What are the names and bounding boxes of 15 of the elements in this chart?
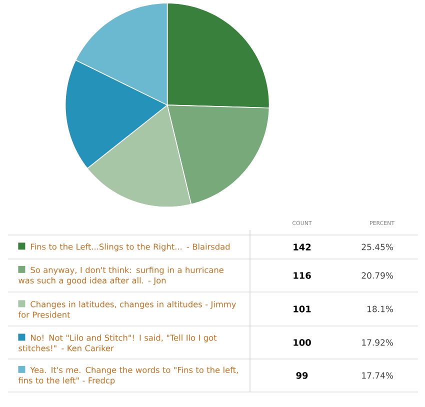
text: 142 — [294, 244, 311, 250]
data-label: 18.1% — [368, 306, 394, 312]
data-label: 20.79% — [362, 272, 394, 279]
text: 99 — [296, 372, 308, 379]
data-label: 25.45% — [362, 244, 394, 250]
text: 116 — [294, 272, 311, 279]
data-label: 17.92% — [362, 339, 394, 346]
legend-label: Changes in latitudes, changes in altitudes - Jimmy for President — [18, 301, 236, 318]
data-label: 17.74% — [362, 372, 394, 379]
legend-label: No! Not "Lilo and Stitch"! I said, "Tell Ilo I got stitches!" - Ken Cariker — [18, 334, 217, 352]
legend-label: So anyway, I don't think: surfing in a hurricane was such a good idea after all. - Jon — [18, 266, 224, 286]
legend-label: Fins to the Left...Slings to the Right... - Blairsdad — [30, 243, 230, 252]
legend-label: Yea. It's me. Change the words to "Fins to the left, fins to the left" - Fredcp — [18, 366, 238, 386]
text: 101 — [294, 306, 311, 312]
text: 100 — [294, 339, 311, 346]
